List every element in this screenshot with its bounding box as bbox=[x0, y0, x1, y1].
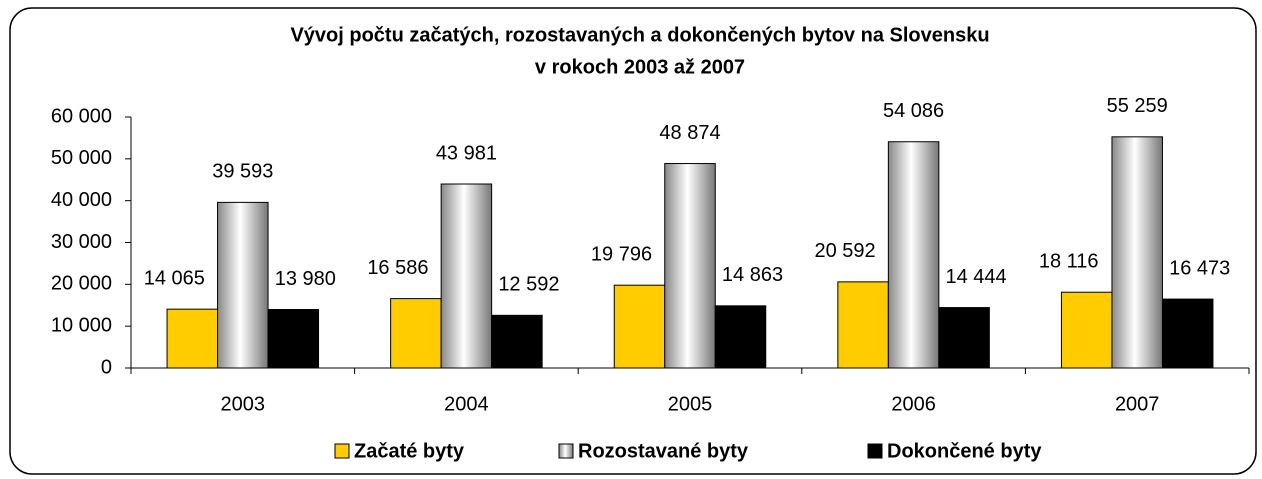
bar bbox=[714, 305, 767, 369]
legend-swatch bbox=[867, 443, 883, 459]
value-label: 16 586 bbox=[367, 257, 428, 279]
bar bbox=[887, 141, 940, 369]
y-tick-label: 50 000 bbox=[51, 147, 112, 169]
value-label: 14 065 bbox=[144, 267, 205, 289]
legend-label: Dokončené byty bbox=[887, 440, 1042, 462]
y-tick-label: 10 000 bbox=[51, 314, 112, 336]
y-tick-label: 60 000 bbox=[51, 105, 112, 127]
bar bbox=[491, 314, 543, 369]
value-label: 12 592 bbox=[498, 274, 559, 296]
y-tick-label: 20 000 bbox=[51, 273, 112, 295]
value-label: 55 259 bbox=[1107, 95, 1168, 117]
value-label: 19 796 bbox=[591, 243, 652, 265]
value-label: 13 980 bbox=[275, 268, 336, 290]
x-tick-label: 2006 bbox=[891, 393, 936, 415]
bar bbox=[938, 307, 990, 369]
bar bbox=[613, 284, 666, 369]
bar bbox=[267, 309, 320, 369]
bar bbox=[217, 201, 269, 369]
x-tick-label: 2007 bbox=[1115, 393, 1160, 415]
y-tick-label: 40 000 bbox=[51, 189, 112, 211]
legend-swatch bbox=[558, 443, 574, 459]
bar bbox=[166, 308, 219, 369]
legend-label: Rozostavané byty bbox=[578, 440, 749, 462]
chart-title: Vývoj počtu začatých, rozostavaných a do… bbox=[290, 24, 989, 46]
value-label: 16 473 bbox=[1169, 257, 1230, 279]
bar bbox=[1161, 298, 1214, 369]
value-label: 14 444 bbox=[946, 266, 1007, 288]
bar bbox=[837, 281, 889, 369]
legend-label: Začaté byty bbox=[354, 440, 465, 462]
y-tick-label: 0 bbox=[101, 356, 112, 378]
x-tick-label: 2004 bbox=[444, 393, 489, 415]
bar bbox=[1060, 291, 1113, 369]
value-label: 20 592 bbox=[815, 240, 876, 262]
y-tick-label: 30 000 bbox=[51, 231, 112, 253]
bar bbox=[390, 298, 442, 369]
chart-subtitle: v rokoch 2003 až 2007 bbox=[535, 56, 745, 78]
value-label: 18 116 bbox=[1039, 250, 1099, 272]
value-label: 39 593 bbox=[212, 161, 273, 183]
bar bbox=[664, 163, 716, 369]
x-tick-label: 2003 bbox=[221, 393, 266, 415]
x-tick-label: 2005 bbox=[668, 393, 713, 415]
bar bbox=[440, 183, 493, 369]
value-label: 43 981 bbox=[436, 142, 497, 164]
bar bbox=[1111, 136, 1163, 369]
value-label: 54 086 bbox=[883, 100, 944, 122]
value-label: 48 874 bbox=[659, 122, 720, 144]
legend-swatch bbox=[334, 443, 350, 459]
value-label: 14 863 bbox=[722, 264, 783, 286]
